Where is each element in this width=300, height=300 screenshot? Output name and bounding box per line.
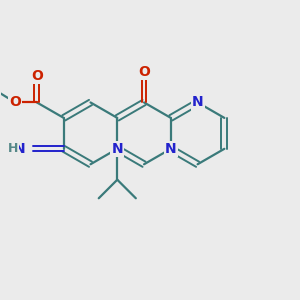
Text: N: N bbox=[14, 142, 26, 156]
Text: H: H bbox=[8, 142, 18, 155]
Text: N: N bbox=[192, 95, 203, 110]
Text: N: N bbox=[112, 142, 123, 156]
Text: O: O bbox=[9, 95, 21, 110]
Text: O: O bbox=[138, 64, 150, 79]
Text: O: O bbox=[31, 69, 43, 83]
Text: N: N bbox=[165, 142, 177, 156]
